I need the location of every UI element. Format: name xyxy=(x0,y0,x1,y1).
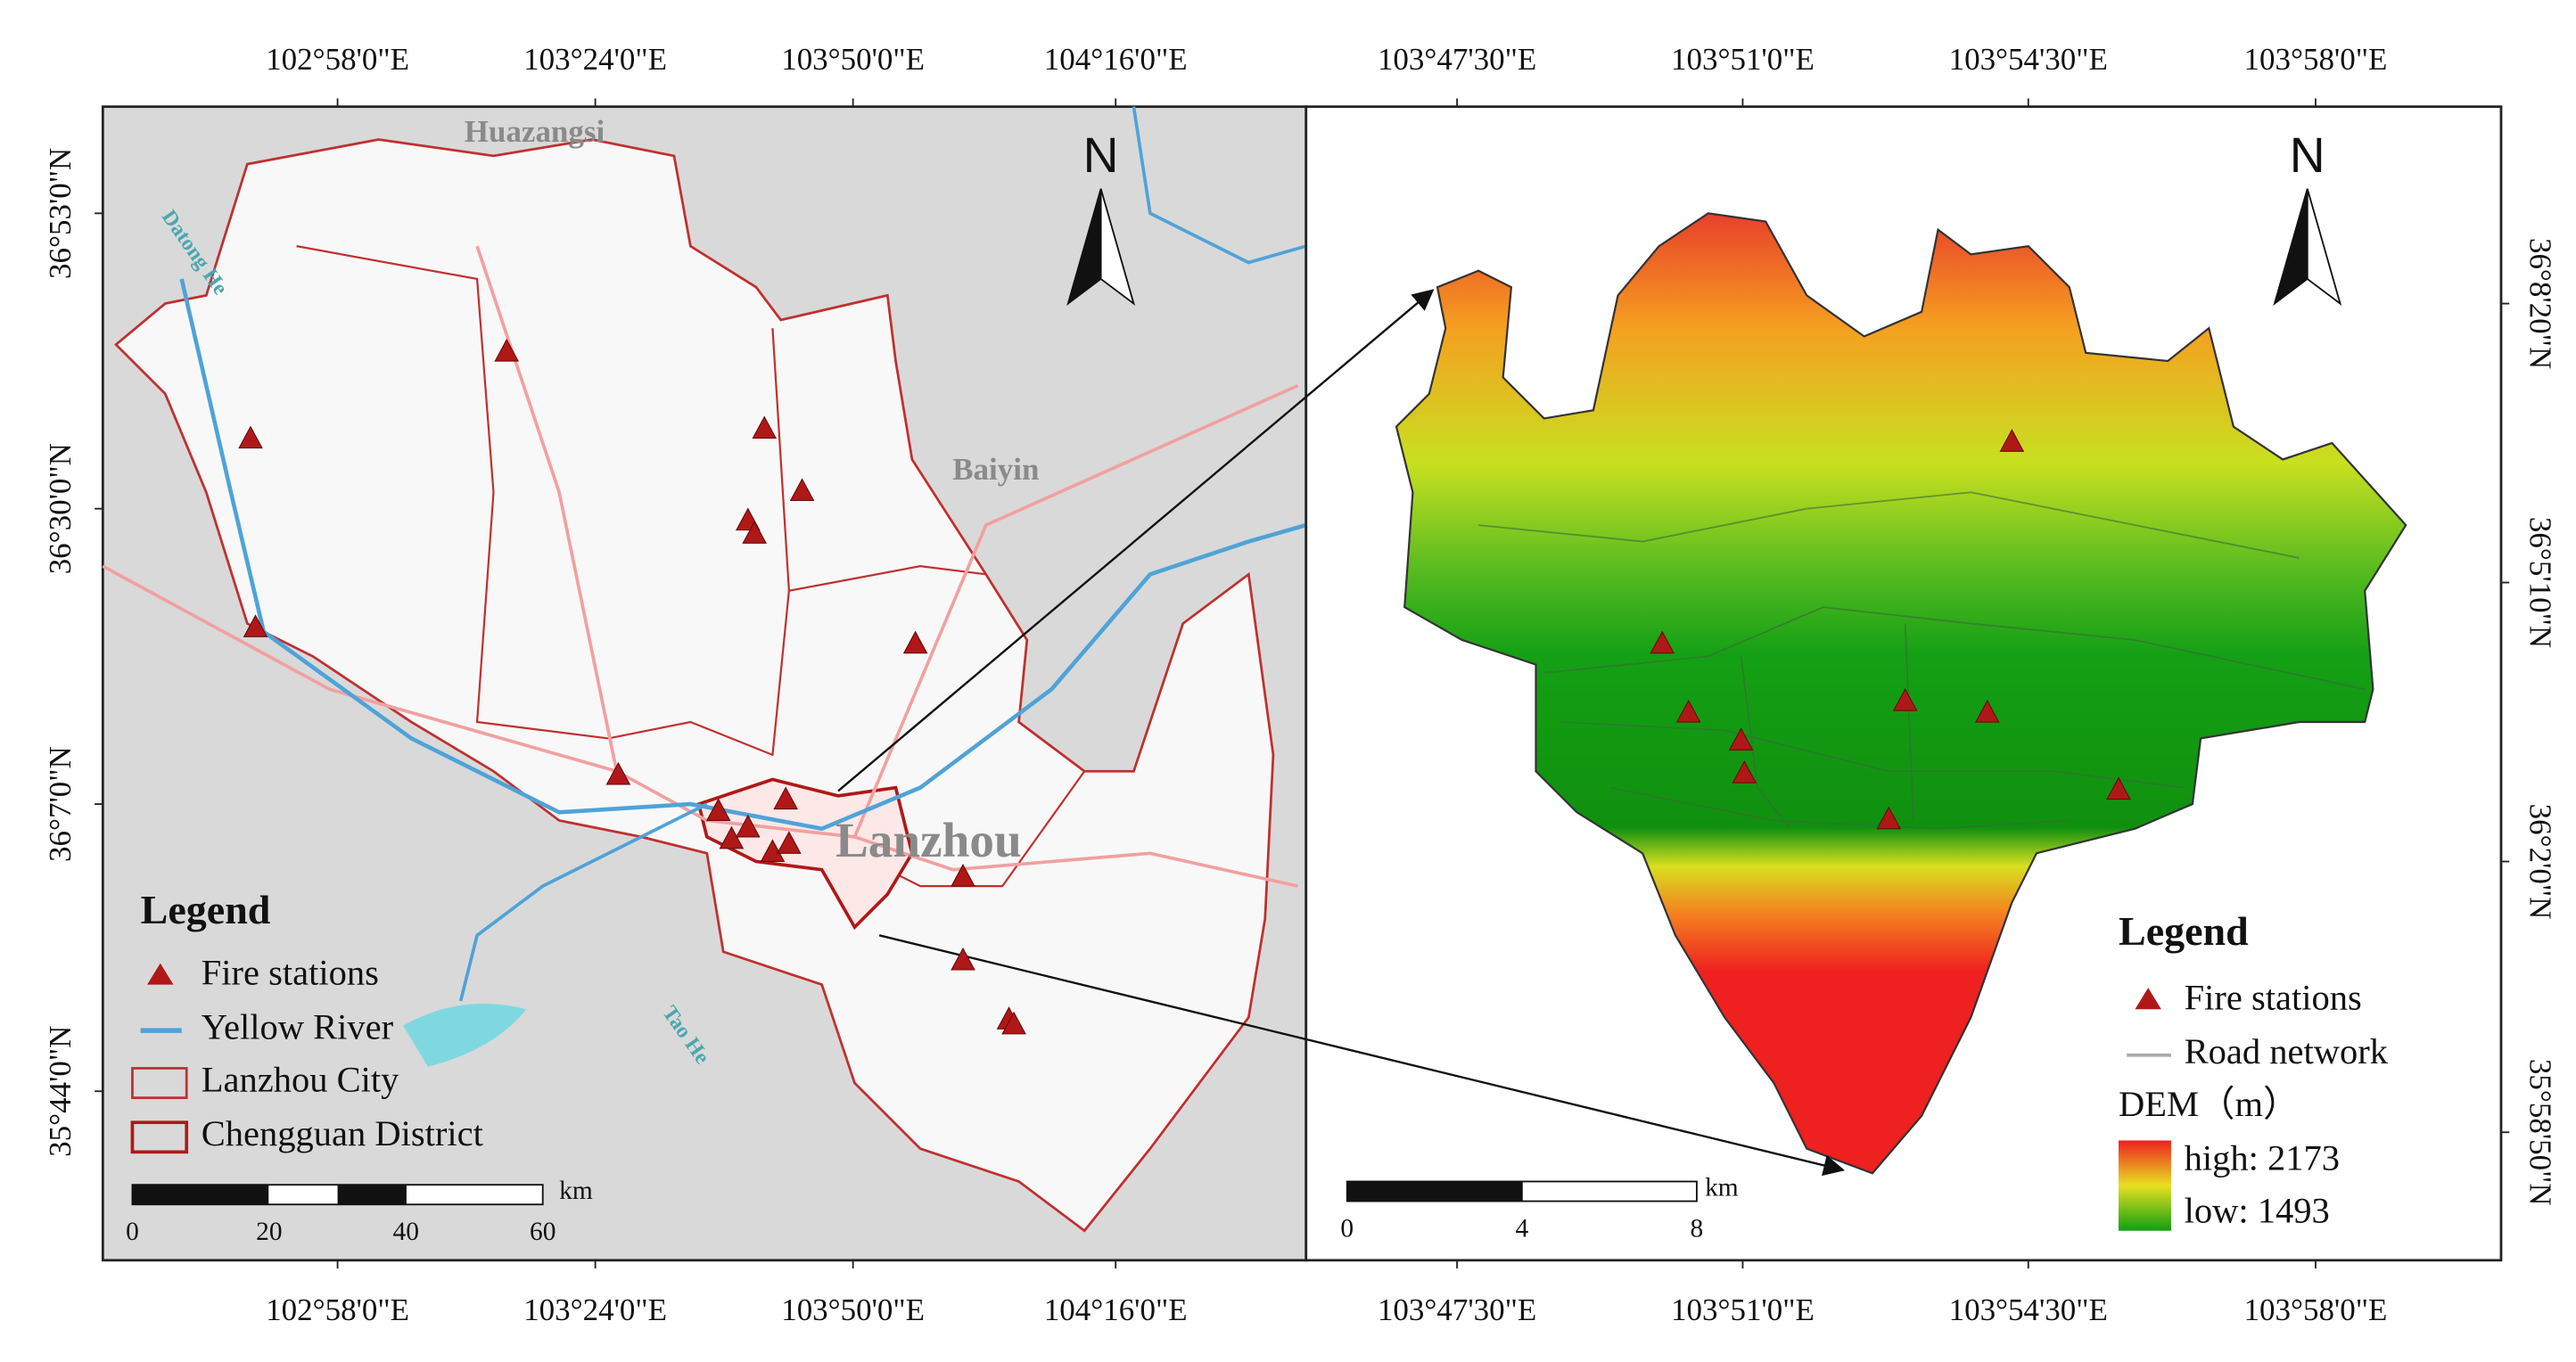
scale-label: 4 xyxy=(1515,1214,1528,1243)
latitude-label: 36°30'0"N xyxy=(43,443,78,574)
fire-station xyxy=(243,614,268,637)
legend-label: DEM（m） xyxy=(2119,1084,2299,1124)
scale-bar xyxy=(1346,1181,1523,1202)
road xyxy=(102,564,618,774)
longitude-label: 103°47'30"E xyxy=(1378,42,1536,77)
zoom-arrow xyxy=(878,934,1846,1177)
longitude-label: 104°16'0"E xyxy=(1044,1292,1188,1327)
fire-station xyxy=(1974,699,2000,723)
longitude-label: 103°51'0"E xyxy=(1671,1292,1815,1327)
scale-label: 60 xyxy=(530,1218,556,1246)
longitude-label: 103°50'0"E xyxy=(781,42,925,77)
latitude-label: 36°2'0"N xyxy=(2523,804,2557,920)
scale-unit: km xyxy=(559,1177,593,1205)
scale-bar xyxy=(132,1185,269,1205)
fire-station xyxy=(1675,699,1701,723)
fire-station xyxy=(1732,760,1757,784)
longitude-label: 102°58'0"E xyxy=(266,42,409,77)
north-arrow xyxy=(1099,188,1136,306)
dem-color-key xyxy=(2119,1140,2171,1231)
fire-station xyxy=(736,814,761,838)
place-name: Huazangsi xyxy=(465,114,605,149)
fire-station xyxy=(1001,1011,1026,1035)
longitude-label: 104°16'0"E xyxy=(1044,42,1188,77)
longitude-label: 103°47'30"E xyxy=(1378,1292,1536,1327)
place-name: Baiyin xyxy=(952,452,1039,487)
legend-title: Legend xyxy=(141,887,271,932)
legend-title: Legend xyxy=(2119,908,2249,954)
river xyxy=(1132,106,1307,265)
scale-label: 0 xyxy=(126,1218,139,1246)
fire-station xyxy=(1892,688,1918,711)
scale-label: 40 xyxy=(393,1218,419,1246)
fire-station xyxy=(902,630,928,654)
longitude-label: 103°58'0"E xyxy=(2244,42,2388,77)
fire-station xyxy=(752,415,778,439)
latitude-label: 36°53'0"N xyxy=(43,148,78,279)
zoom-arrow xyxy=(837,289,1435,792)
fire-station xyxy=(1876,806,1902,830)
legend-label: high: 2173 xyxy=(2185,1138,2340,1178)
fire-station xyxy=(777,831,802,854)
latitude-label: 36°5'10"N xyxy=(2523,517,2557,648)
scale-bar xyxy=(337,1185,407,1205)
latitude-label: 36°7'0"N xyxy=(43,746,78,862)
river xyxy=(458,802,708,1002)
fire-station xyxy=(773,786,798,810)
fire-station xyxy=(742,521,767,544)
fire-station xyxy=(789,478,815,502)
fire-station xyxy=(238,425,263,449)
road-network xyxy=(1477,491,2366,830)
scale-label: 0 xyxy=(1340,1214,1354,1243)
road xyxy=(852,383,1299,838)
fire-station xyxy=(1650,630,1675,654)
legend-label: Road network xyxy=(2185,1031,2389,1071)
legend-symbol xyxy=(130,1120,189,1154)
legend-label: Chengguan District xyxy=(202,1113,484,1153)
longitude-label: 103°50'0"E xyxy=(781,1292,925,1327)
latitude-label: 35°58'50"N xyxy=(2523,1059,2557,1206)
yellow-river xyxy=(179,278,1307,832)
road xyxy=(475,245,1298,888)
north-arrow xyxy=(2306,188,2342,306)
longitude-label: 103°24'0"E xyxy=(523,42,667,77)
north-label: N xyxy=(2290,127,2325,183)
fire-station xyxy=(494,338,520,362)
legend-label: Fire stations xyxy=(202,953,379,993)
dem-area xyxy=(1395,212,2407,1175)
legend-label: Yellow River xyxy=(202,1006,394,1046)
place-name: Lanzhou xyxy=(835,813,1022,867)
latitude-label: 36°8'20"N xyxy=(2523,238,2557,369)
longitude-label: 103°58'0"E xyxy=(2244,1292,2388,1327)
county-boundary xyxy=(788,565,986,592)
reservoir xyxy=(403,1004,527,1067)
fire-station xyxy=(951,864,975,887)
fire-station xyxy=(2106,776,2131,800)
longitude-label: 103°24'0"E xyxy=(523,1292,667,1327)
fire-station xyxy=(605,761,631,785)
legend-label: Lanzhou City xyxy=(202,1059,399,1099)
fire-station xyxy=(1728,727,1754,751)
fire-station xyxy=(719,825,745,849)
legend-symbol xyxy=(131,1067,188,1099)
scale-label: 20 xyxy=(256,1218,282,1246)
legend-label: Fire stations xyxy=(2185,977,2362,1017)
lanzhou-city-boundary xyxy=(114,138,1275,1233)
scale-unit: km xyxy=(1705,1173,1739,1202)
fire-station xyxy=(1999,429,2025,452)
latitude-label: 35°44'0"N xyxy=(43,1026,78,1157)
north-label: N xyxy=(1083,127,1119,183)
fire-station xyxy=(705,798,731,822)
longitude-label: 103°51'0"E xyxy=(1671,42,1815,77)
legend-symbol xyxy=(147,963,174,985)
legend-symbol xyxy=(2135,988,2161,1010)
longitude-label: 103°54'30"E xyxy=(1949,42,2108,77)
legend-label: low: 1493 xyxy=(2185,1191,2330,1231)
scale-label: 8 xyxy=(1691,1214,1704,1243)
fire-station xyxy=(951,947,975,971)
longitude-label: 103°54'30"E xyxy=(1949,1292,2108,1327)
longitude-label: 102°58'0"E xyxy=(266,1292,409,1327)
